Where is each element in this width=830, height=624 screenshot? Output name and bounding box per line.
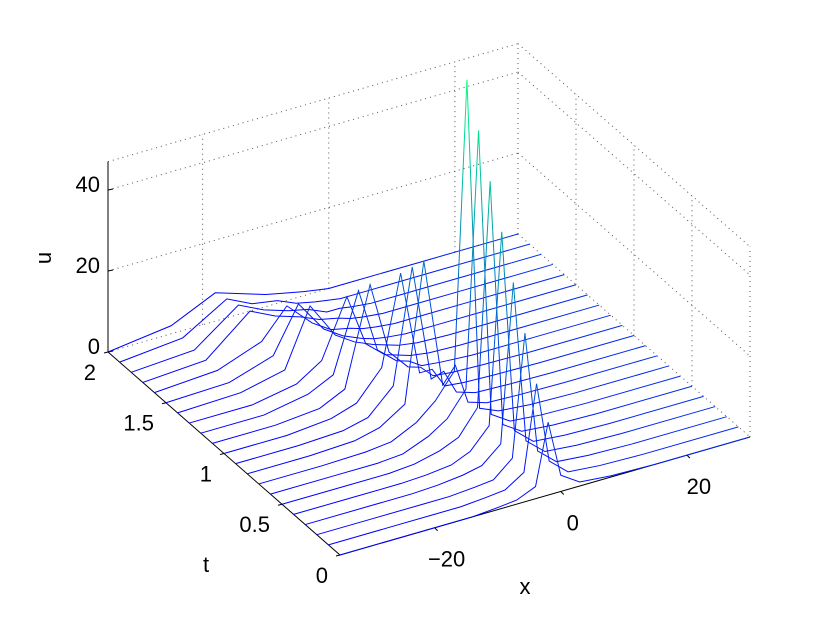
waterfall-line [305, 282, 716, 526]
t-tick [219, 453, 225, 455]
waterfall-line [119, 243, 530, 363]
y-tick-label: 0.5 [239, 512, 270, 537]
z-tick-label: 0 [88, 334, 100, 359]
waterfall-line [212, 282, 623, 444]
x-tick-label: 20 [687, 474, 711, 499]
u-tick [107, 269, 114, 272]
u-axis-label: u [31, 252, 56, 264]
grid-line [517, 43, 751, 248]
t-tick [277, 503, 283, 506]
grid-line [107, 152, 519, 272]
grid-line [107, 71, 519, 191]
x-tick-label: −20 [428, 547, 465, 572]
t-tick [335, 554, 341, 557]
t-tick [161, 402, 167, 405]
x-axis-label: x [520, 574, 531, 599]
waterfall-line [107, 233, 519, 353]
y-tick-label: 0 [316, 563, 328, 588]
y-tick-label: 1.5 [123, 411, 154, 436]
waterfall-line [200, 288, 611, 434]
waterfall-line [177, 294, 588, 414]
waterfall-line [235, 266, 646, 465]
u-tick [107, 188, 114, 191]
waterfall-line [328, 383, 739, 546]
x-tick [560, 491, 565, 495]
x-tick [434, 527, 438, 532]
waterfall-line [131, 253, 542, 373]
waterfall-line [154, 274, 565, 394]
waterfall-line [258, 79, 669, 485]
y-tick-label: 1 [200, 461, 212, 486]
grid-line [107, 43, 519, 163]
x-tick [686, 454, 691, 459]
waterfall-line [142, 263, 553, 383]
waterfall-line [316, 332, 727, 536]
waterfall-line [281, 181, 693, 505]
t-tick [103, 351, 109, 354]
z-tick-label: 40 [76, 172, 100, 197]
t-axis-label: t [203, 552, 209, 577]
waterfall-line [165, 284, 577, 404]
z-tick-label: 20 [76, 253, 100, 278]
y-tick-label: 2 [84, 360, 96, 385]
waterfall-line [223, 272, 635, 454]
waterfall-line [293, 231, 704, 515]
x-tick-label: 0 [567, 510, 579, 535]
waterfall-line [339, 422, 751, 556]
